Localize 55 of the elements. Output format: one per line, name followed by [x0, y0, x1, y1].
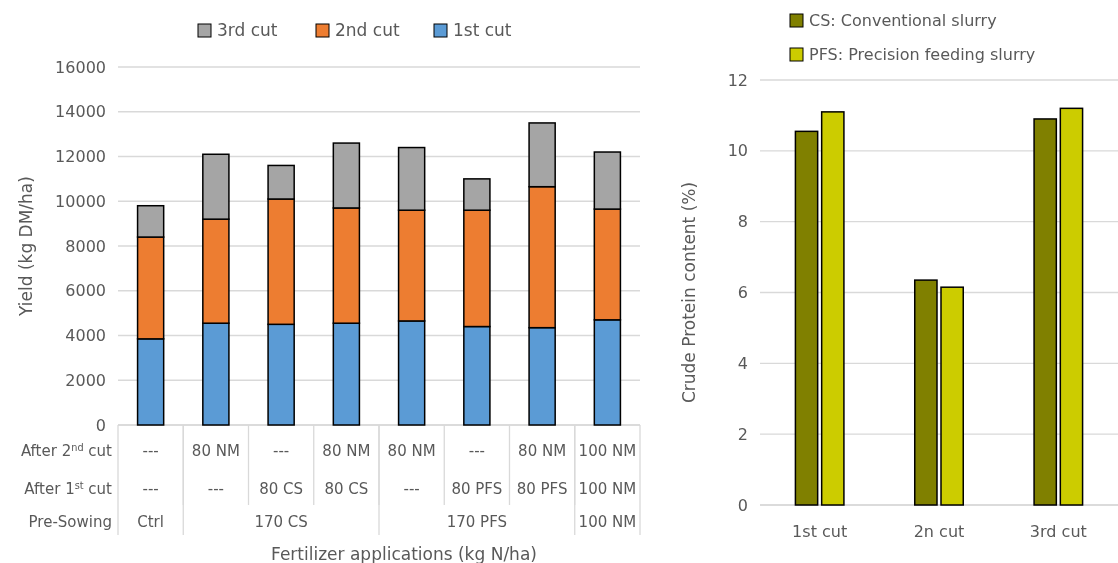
y-tick-label: 12 — [727, 70, 748, 90]
x-tick-label: 2n cut — [913, 522, 965, 541]
text: 80 CS — [324, 480, 369, 498]
y-tick-label: 10 — [727, 141, 748, 161]
x-tick-label: 80 NM — [322, 442, 371, 460]
x-tick-label: 3rd cut — [1029, 522, 1087, 541]
legend-label: 1st cut — [453, 20, 512, 40]
text: 170 PFS — [446, 513, 508, 531]
y-tick-label: 4000 — [65, 326, 106, 346]
y-tick-label: 0 — [737, 495, 748, 515]
y-tick-label: 14000 — [55, 102, 106, 122]
y-tick-label: 8000 — [65, 236, 106, 256]
legend-label: PFS: Precision feeding slurry — [809, 45, 1036, 64]
x-tick-label: --- — [142, 442, 159, 460]
text: After 1$^{st}$ cut — [24, 479, 113, 498]
x-axis-title: Fertilizer applications (kg N/ha) — [271, 544, 537, 563]
text: 170 CS — [254, 513, 308, 531]
text: After 2$^{nd}$ cut — [20, 441, 113, 460]
bar — [914, 279, 938, 506]
y-tick-label: 10000 — [55, 191, 106, 211]
text: Pre-Sowing — [28, 513, 112, 531]
legend-label: CS: Conventional slurry — [809, 11, 997, 30]
x-tick-label: 80 NM — [387, 442, 436, 460]
y-axis-title: Crude Protein content (%) — [679, 181, 699, 404]
x-tick-label: --- — [273, 442, 290, 460]
y-tick-label: 0 — [95, 415, 106, 435]
text: Ctrl — [137, 513, 164, 531]
text: --- — [142, 480, 159, 498]
text: 80 PFS — [516, 480, 568, 498]
y-tick-label: 2000 — [65, 370, 106, 390]
x-tick-label: 100 NM — [578, 442, 637, 460]
y-tick-label: 6000 — [65, 281, 106, 301]
text: --- — [207, 480, 224, 498]
bar — [820, 111, 845, 506]
bar — [794, 130, 819, 506]
x-tick-label: 1st cut — [792, 522, 848, 541]
y-tick-label: 16000 — [55, 57, 106, 77]
y-tick-label: 12000 — [55, 147, 106, 167]
bar — [1059, 107, 1084, 506]
text: 80 PFS — [451, 480, 503, 498]
y-tick-label: 4 — [737, 353, 748, 373]
x-tick-label: 80 NM — [191, 442, 240, 460]
y-tick-label: 2 — [737, 424, 748, 444]
text: 100 NM — [578, 480, 637, 498]
text: --- — [403, 480, 420, 498]
legend-label: 3rd cut — [217, 20, 278, 40]
y-tick-label: 6 — [737, 283, 748, 303]
y-tick-label: 8 — [737, 212, 748, 232]
x-tick-label: 80 NM — [518, 442, 567, 460]
legend-label: 2nd cut — [335, 20, 400, 40]
x-tick-label: --- — [468, 442, 485, 460]
bar — [1033, 118, 1058, 506]
text: 80 CS — [259, 480, 304, 498]
bar — [940, 286, 964, 506]
y-axis-title: Yield (kg DM/ha) — [16, 176, 36, 317]
